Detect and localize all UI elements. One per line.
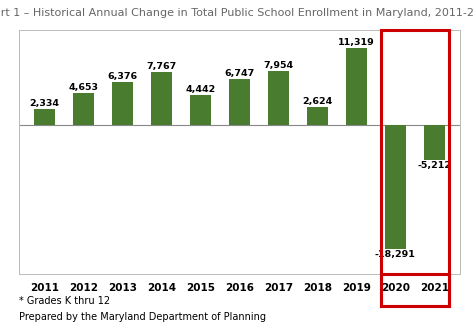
Bar xyxy=(385,125,406,249)
Bar xyxy=(346,48,367,125)
Bar xyxy=(73,94,94,125)
Text: -18,291: -18,291 xyxy=(375,250,416,259)
Text: Chart 1 – Historical Annual Change in Total Public School Enrollment in Maryland: Chart 1 – Historical Annual Change in To… xyxy=(0,8,474,18)
Text: 4,442: 4,442 xyxy=(185,85,216,94)
Bar xyxy=(34,109,55,125)
Text: 6,747: 6,747 xyxy=(224,69,255,78)
Text: 7,767: 7,767 xyxy=(146,62,176,71)
Text: 2,334: 2,334 xyxy=(29,99,59,108)
Text: 7,954: 7,954 xyxy=(264,61,293,70)
Bar xyxy=(307,107,328,125)
Bar xyxy=(190,95,211,125)
Text: 6,376: 6,376 xyxy=(107,72,137,81)
Bar xyxy=(268,71,289,125)
Text: 11,319: 11,319 xyxy=(338,38,375,47)
Bar xyxy=(151,72,172,125)
Bar xyxy=(424,125,445,160)
Text: 4,653: 4,653 xyxy=(68,84,98,92)
Bar xyxy=(381,30,449,274)
Text: -5,212: -5,212 xyxy=(418,161,451,170)
Bar xyxy=(111,82,133,125)
Text: * Grades K thru 12: * Grades K thru 12 xyxy=(19,296,110,306)
Text: Prepared by the Maryland Department of Planning: Prepared by the Maryland Department of P… xyxy=(19,312,266,322)
Text: 2,624: 2,624 xyxy=(302,97,333,106)
Bar xyxy=(228,79,250,125)
